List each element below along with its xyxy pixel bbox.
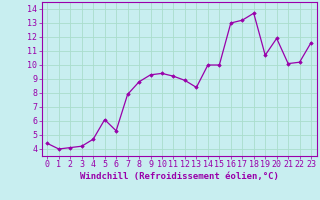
X-axis label: Windchill (Refroidissement éolien,°C): Windchill (Refroidissement éolien,°C) bbox=[80, 172, 279, 181]
